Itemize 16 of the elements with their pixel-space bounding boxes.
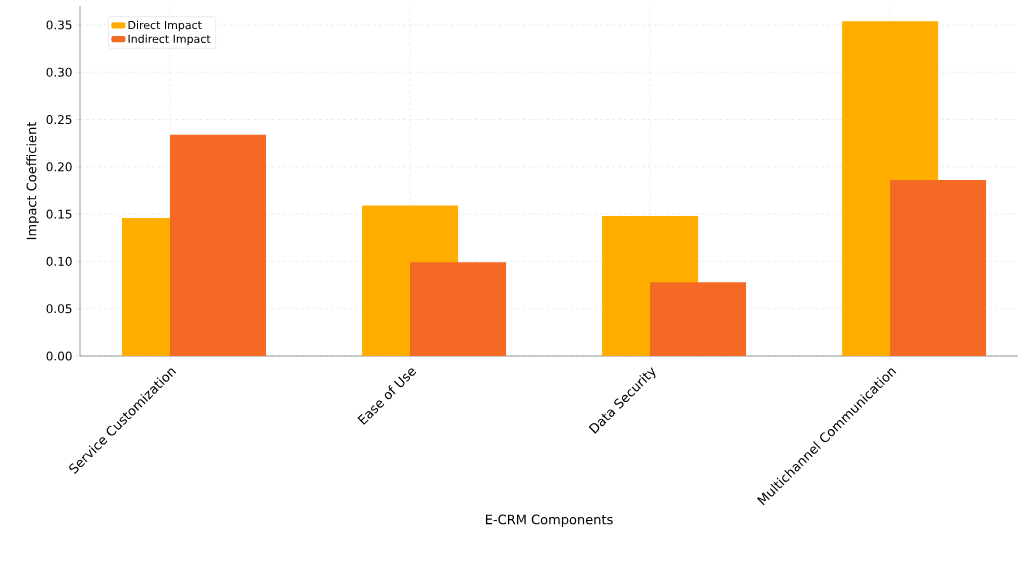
- legend-label: Indirect Impact: [128, 34, 211, 46]
- y-tick-label: 0.10: [46, 256, 72, 266]
- y-axis-title: Impact Coefficient: [26, 121, 39, 240]
- y-tick-label: 0.15: [46, 209, 72, 219]
- bar: [410, 262, 507, 356]
- bar: [890, 180, 987, 356]
- y-tick-label: 0.35: [46, 20, 72, 30]
- bar: [650, 282, 747, 356]
- y-tick-label: 0.20: [46, 162, 72, 172]
- y-tick-label: 0.30: [46, 67, 72, 77]
- x-axis-title: E-CRM Components: [485, 514, 613, 527]
- bar: [170, 134, 267, 356]
- y-tick-label: 0.25: [46, 114, 72, 125]
- y-tick-label: 0.05: [46, 304, 72, 314]
- legend-label: Direct Impact: [128, 20, 202, 32]
- y-tick-label: 0.00: [46, 351, 72, 361]
